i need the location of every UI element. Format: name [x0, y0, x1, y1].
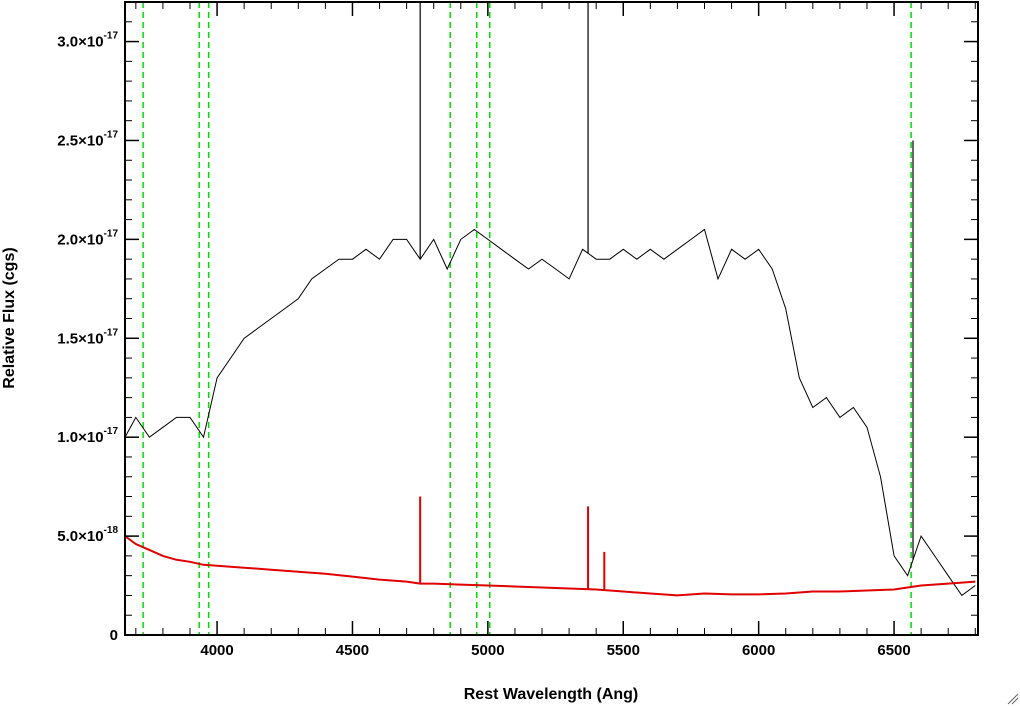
y-tick-label-2: 1.0×10-17 [57, 426, 118, 446]
y-tick-label-4: 2.0×10-17 [57, 228, 118, 248]
x-tick-label-5500: 5500 [607, 642, 640, 659]
y-axis: 0 5.0×10-18 1.0×10-17 1.5×10-17 2.0×10-17 2.5… [57, 21, 978, 644]
y-tick-label-1: 5.0×10-18 [57, 525, 118, 545]
resize-grip-icon[interactable] [1007, 693, 1019, 705]
series-line-0 [124, 228, 976, 597]
x-tick-label-5000: 5000 [471, 642, 504, 659]
series-layer [124, 2, 976, 597]
x-tick-label-4500: 4500 [336, 642, 369, 659]
x-tick-label-6000: 6000 [742, 642, 775, 659]
y-tick-label-6: 3.0×10-17 [57, 31, 118, 51]
line-marker-layer [142, 2, 912, 635]
y-tick-label-3: 1.5×10-17 [57, 327, 118, 347]
x-tick-label-4000: 4000 [200, 642, 233, 659]
x-axis-title: Rest Wavelength (Ang) [464, 686, 639, 703]
y-axis-title: Relative Flux (cgs) [1, 247, 18, 388]
x-tick-label-6500: 6500 [877, 642, 910, 659]
x-axis: 4000 4500 5000 5500 6000 6500 [135, 2, 976, 659]
y-tick-label-0: 0 [110, 627, 118, 644]
plot-frame [124, 1, 979, 636]
series-line-1 [124, 535, 976, 597]
y-tick-label-5: 2.5×10-17 [57, 129, 118, 149]
